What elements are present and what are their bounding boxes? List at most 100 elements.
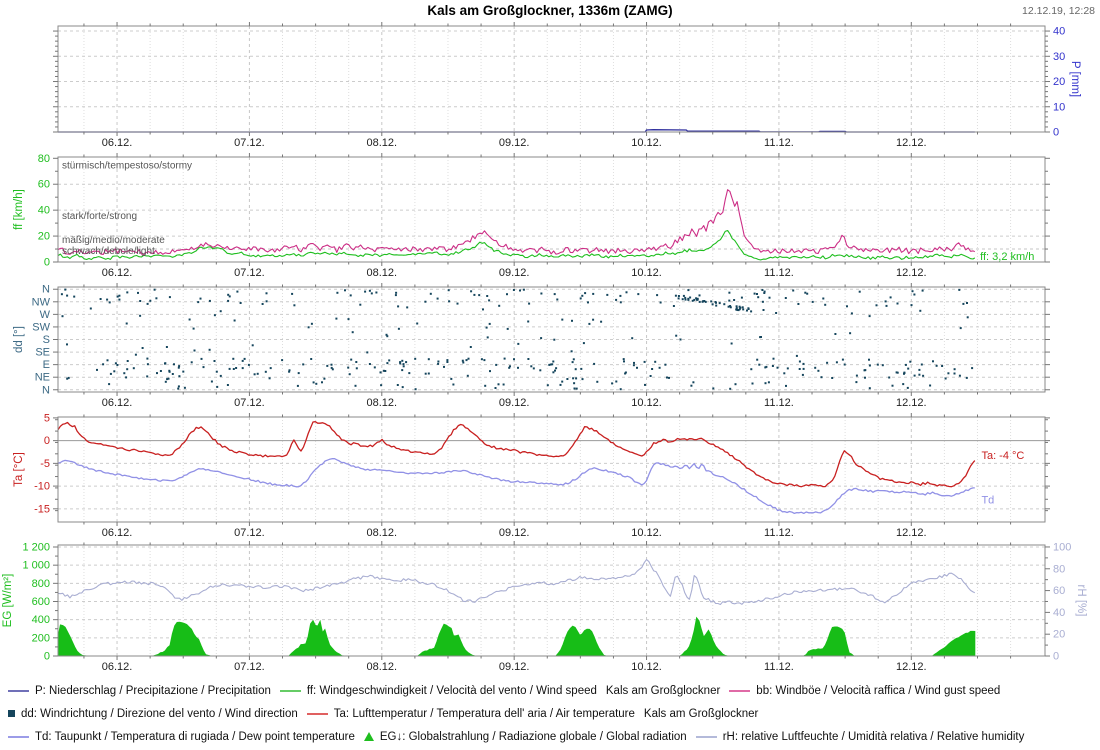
scatter-point [672,305,675,307]
scatter-point [786,367,789,370]
scatter-point [486,336,489,339]
scatter-point [826,361,829,364]
scatter-point [178,375,181,378]
scatter-point [513,358,515,361]
scatter-point [370,292,373,295]
scatter-point [738,308,741,311]
scatter-point [636,366,638,369]
scatter-point [572,377,575,380]
scatter-point [909,360,912,363]
legend-item: Td: Taupunkt / Temperatura di rugiada / … [8,731,355,743]
y-axis-title: dd [°] [13,326,25,353]
scatter-point [437,360,440,363]
date-label: 08.12. [366,527,397,539]
scatter-point [330,366,333,369]
scatter-point [227,299,230,302]
y-tick-label: 20 [38,231,50,243]
y-tick-label: 0 [44,435,50,447]
legend-label: rH: relative Luftfeuchte / Umidità relat… [722,730,1025,743]
scatter-point [192,327,195,330]
scatter-point [467,357,470,360]
scatter-point [178,365,181,368]
scatter-point [288,370,291,373]
scatter-point [253,373,256,376]
scatter-point [922,374,925,377]
scatter-point [347,318,350,321]
scatter-point [674,294,677,297]
scatter-point [764,366,767,369]
scatter-point [517,342,520,345]
scatter-point [269,367,272,370]
scatter-point [489,370,491,373]
scatter-point [711,303,714,306]
scatter-point [932,360,934,363]
scatter-point [622,358,625,361]
scatter-point [312,381,315,384]
series-bb [57,189,975,256]
date-label: 10.12. [631,267,662,279]
scatter-point [164,380,167,383]
scatter-point [106,298,109,301]
scatter-point [751,382,754,385]
scatter-point [310,358,313,360]
panel-wind-speed: 0 20 40 60 80 06.12. 07.12. 08.12. 09.12. 10.12. 1… [13,153,1050,279]
y-tick-label: -5 [40,458,50,470]
scatter-point [666,376,668,379]
date-label: 07.12. [234,267,265,279]
scatter-point [584,292,587,295]
scatter-point [344,289,346,292]
scatter-point [168,296,171,299]
scatter-point [261,303,264,305]
scatter-point [394,294,397,297]
scatter-point [902,383,905,386]
scatter-point [889,296,892,299]
scatter-point [668,376,670,379]
scatter-point [907,367,910,370]
scatter-point [498,304,501,307]
scatter-point [758,363,761,366]
date-label: 12.12. [896,137,927,149]
scatter-point [765,365,768,368]
scatter-point [126,360,129,362]
value-annotation: Ta: -4 °C [981,450,1024,462]
scatter-point [199,297,202,300]
date-label: 11.12. [764,397,794,409]
scatter-point [173,363,175,366]
date-label: 10.12. [631,527,662,539]
legend-label: Ta: Lufttemperatur / Temperatura dell' a… [333,707,635,720]
scatter-point [123,372,126,375]
value-annotation: Td [981,495,994,507]
scatter-point [762,309,765,311]
scatter-point [868,364,871,367]
scatter-point [401,386,404,389]
scatter-point [659,301,662,304]
scatter-point [202,366,205,369]
scatter-point [408,372,411,375]
scatter-point [747,307,750,310]
scatter-point [843,363,846,366]
scatter-point [251,344,254,347]
scatter-point [785,384,787,387]
date-label: 09.12. [499,527,530,539]
scatter-point [452,383,455,386]
y-tick-label: 40 [38,205,50,217]
scatter-point [208,348,211,351]
scatter-point [556,298,559,301]
scatter-point [470,290,473,293]
legend-marker-line-icon [279,689,301,692]
scatter-point [402,365,405,368]
legend-marker-line-icon [729,689,751,692]
scatter-point [739,306,742,309]
scatter-point [447,289,450,292]
scatter-point [740,296,743,299]
scatter-point [532,367,535,370]
scatter-point [911,290,914,293]
y-tick-label: NE [35,372,50,384]
scatter-point [753,292,756,295]
scatter-point [466,374,469,377]
scatter-point [741,306,744,309]
scatter-point [348,373,351,376]
scatter-point [784,297,787,299]
